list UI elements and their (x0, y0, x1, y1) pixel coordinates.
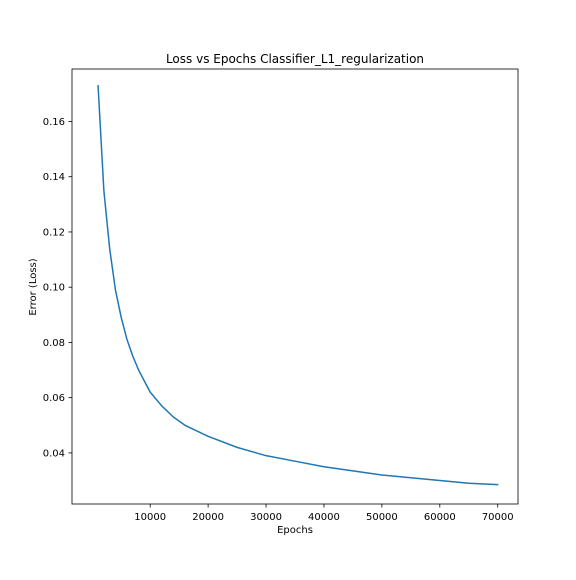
y-tick-label: 0.08 (43, 338, 65, 349)
y-tick-label: 0.04 (43, 448, 65, 459)
x-tick-label: 50000 (366, 512, 398, 523)
y-tick-label: 0.14 (43, 172, 65, 183)
x-tick-label: 40000 (308, 512, 340, 523)
y-axis-label: Error (Loss) (28, 258, 39, 315)
series-layer (97, 84, 499, 486)
x-tick-label: 10000 (134, 512, 166, 523)
x-axis-label: Epochs (277, 525, 313, 536)
x-tick-label: 30000 (250, 512, 282, 523)
loss-series-line (97, 84, 499, 486)
y-tick-label: 0.10 (43, 283, 65, 294)
x-tick-label: 20000 (192, 512, 224, 523)
x-tick-label: 60000 (424, 512, 456, 523)
y-tick-label: 0.06 (43, 393, 65, 404)
y-axis: 0.04 0.06 0.08 0.10 0.12 0.14 0.16 (43, 117, 72, 459)
plot-frame (71, 68, 519, 505)
y-tick-label: 0.12 (43, 227, 65, 238)
chart-title: Loss vs Epochs Classifier_L1_regularizat… (166, 52, 424, 66)
x-tick-label: 70000 (482, 512, 514, 523)
x-axis: 10000 20000 30000 40000 50000 60000 70000 (134, 504, 514, 523)
y-tick-label: 0.16 (43, 117, 65, 128)
